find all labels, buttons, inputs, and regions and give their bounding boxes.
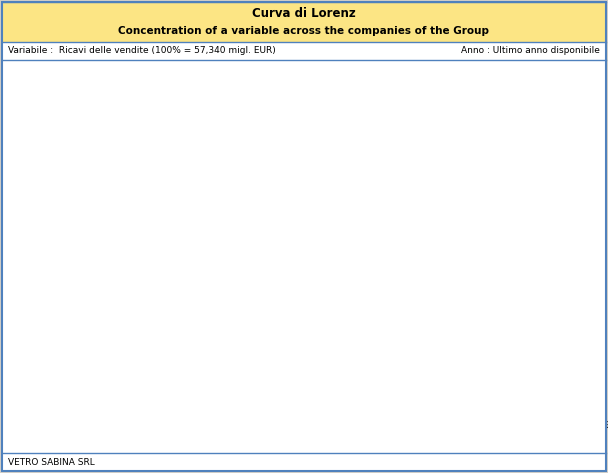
- Text: Variabile :  Ricavi delle vendite (100% = 57,340 migl. EUR): Variabile : Ricavi delle vendite (100% =…: [8, 46, 276, 55]
- Bar: [2, 60, 606, 453]
- Text: Concentration of a variable across the companies of the Group: Concentration of a variable across the c…: [119, 26, 489, 36]
- Text: VETRO SABINA SRL: VETRO SABINA SRL: [8, 457, 95, 466]
- Bar: [2, 42, 606, 60]
- Bar: [2, 453, 606, 471]
- Bar: [2, 2, 606, 42]
- Text: Curva di Lorenz: Curva di Lorenz: [252, 7, 356, 20]
- Text: Anno : Ultimo anno disponibile: Anno : Ultimo anno disponibile: [461, 46, 600, 55]
